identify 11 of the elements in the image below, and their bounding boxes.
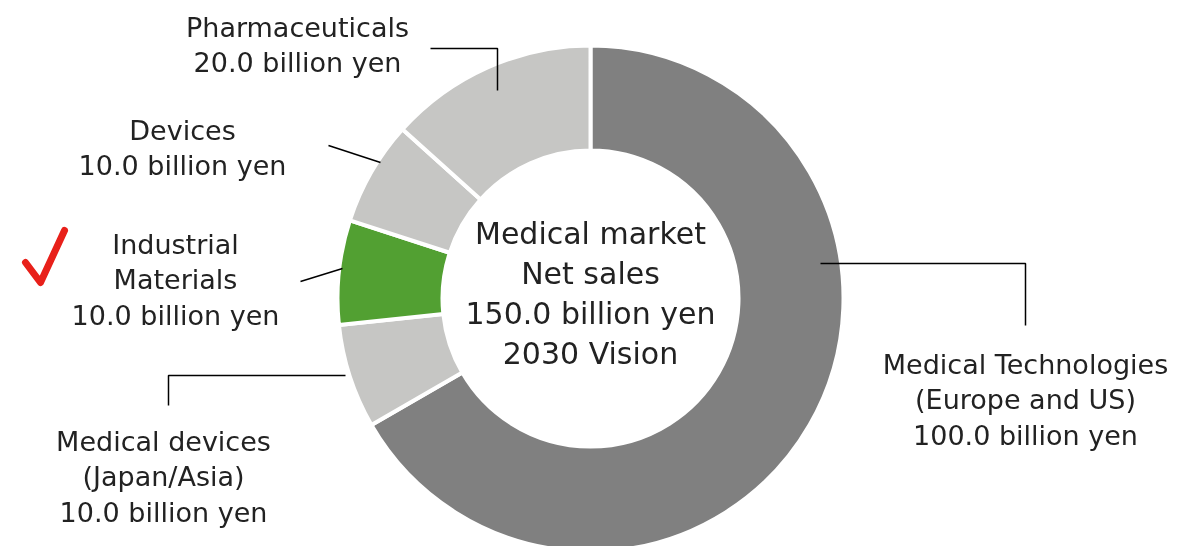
- data-label: 100.0 billion yen: [913, 420, 1138, 451]
- slice-label: Medical Technologies (Europe and US): [882, 348, 1169, 416]
- data-label: 10.0 billion yen: [71, 300, 280, 331]
- text: Medical market Net sales 150.0 billion yen 2030 Vision: [465, 215, 716, 372]
- data-label: 10.0 billion yen: [59, 497, 268, 528]
- slice-label: Pharmaceuticals: [185, 11, 410, 43]
- slice-label: Medical devices (Japan/Asia): [56, 425, 271, 493]
- slice-label: Industrial Materials: [112, 228, 239, 296]
- data-label: 10.0 billion yen: [78, 150, 287, 181]
- data-label: 20.0 billion yen: [193, 47, 402, 78]
- slice-label: Devices: [129, 114, 236, 146]
